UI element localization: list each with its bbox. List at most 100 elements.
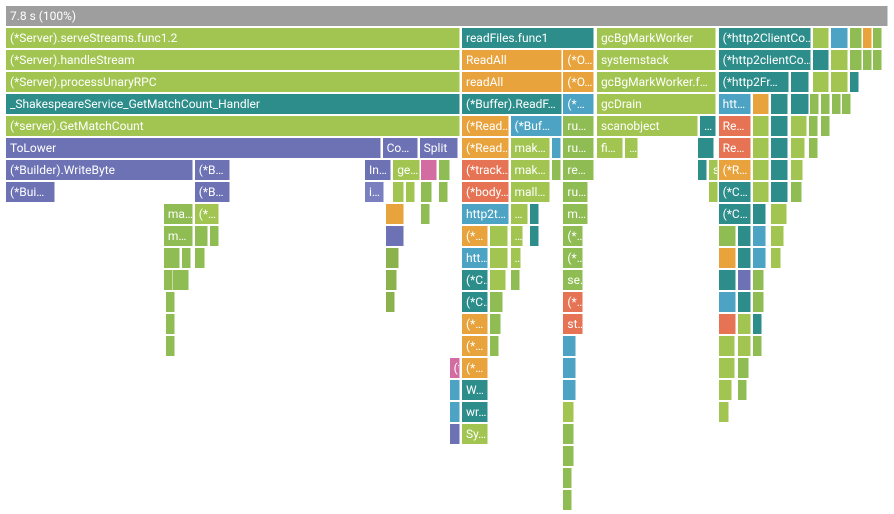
flamegraph-frame[interactable] (552, 160, 561, 180)
flamegraph-frame[interactable] (563, 424, 574, 444)
flamegraph-frame[interactable] (490, 336, 499, 356)
flamegraph-frame[interactable] (195, 248, 206, 268)
flamegraph-frame[interactable] (709, 182, 718, 202)
flamegraph-frame[interactable] (421, 182, 432, 202)
flamegraph-frame[interactable] (753, 94, 769, 114)
flamegraph-frame[interactable] (850, 72, 859, 92)
flamegraph-frame[interactable] (832, 94, 841, 114)
flamegraph-frame[interactable] (450, 402, 461, 422)
flamegraph-frame[interactable] (753, 182, 769, 202)
flamegraph-frame[interactable]: (*… (462, 226, 488, 246)
flamegraph-frame[interactable]: (*Builder).WriteByte (6, 160, 193, 180)
flamegraph-frame[interactable]: (*R… (719, 160, 752, 180)
flamegraph-frame[interactable] (831, 50, 849, 70)
flamegraph-frame[interactable]: (*C… (719, 204, 752, 224)
flamegraph-frame[interactable] (490, 226, 508, 246)
flamegraph-frame[interactable] (850, 28, 862, 48)
flamegraph-frame[interactable] (831, 72, 849, 92)
flamegraph-frame[interactable] (771, 94, 789, 114)
flamegraph-frame[interactable] (771, 138, 789, 158)
flamegraph-frame[interactable] (530, 226, 539, 246)
flamegraph-frame[interactable] (166, 292, 175, 312)
flamegraph-frame[interactable]: ru… (563, 116, 594, 136)
flamegraph-frame[interactable] (753, 248, 766, 268)
flamegraph-frame[interactable]: (*B… (195, 160, 230, 180)
flamegraph-frame[interactable] (738, 292, 751, 312)
flamegraph-frame[interactable] (182, 248, 191, 268)
flamegraph-frame[interactable] (810, 94, 819, 114)
flamegraph-frame[interactable]: Co… (383, 138, 418, 158)
flamegraph-frame[interactable]: (*… (462, 314, 488, 334)
flamegraph-frame[interactable]: mak… (511, 138, 551, 158)
flamegraph-frame[interactable]: s… (709, 160, 718, 180)
flamegraph-frame[interactable] (738, 248, 751, 268)
flamegraph-frame[interactable]: (*… (563, 94, 594, 114)
flamegraph-frame[interactable]: scanobject (597, 116, 698, 136)
flamegraph-frame[interactable]: W… (462, 380, 488, 400)
flamegraph-frame[interactable]: mak… (511, 160, 551, 180)
flamegraph-frame[interactable] (386, 204, 404, 224)
flamegraph-frame[interactable]: Split (420, 138, 459, 158)
flamegraph-frame[interactable] (164, 248, 180, 268)
flamegraph-frame[interactable] (552, 138, 561, 158)
flamegraph-frame[interactable]: ReadAll (462, 50, 562, 70)
flamegraph-frame[interactable] (719, 314, 737, 334)
flamegraph-frame[interactable] (393, 182, 404, 202)
flamegraph-frame[interactable]: mall… (511, 182, 551, 202)
flamegraph-frame[interactable] (166, 314, 175, 334)
flamegraph-frame[interactable]: m… (563, 204, 588, 224)
flamegraph-frame[interactable]: (*Read… (462, 116, 509, 136)
flamegraph-frame[interactable] (753, 292, 764, 312)
flamegraph-frame[interactable] (166, 336, 175, 356)
flamegraph-frame[interactable] (809, 116, 818, 136)
flamegraph-frame[interactable] (791, 72, 809, 92)
flamegraph-frame[interactable] (450, 380, 461, 400)
flamegraph-frame[interactable] (164, 270, 173, 290)
flamegraph-frame[interactable]: _ShakespeareService_GetMatchCount_Handle… (6, 94, 460, 114)
flamegraph-frame[interactable] (421, 160, 437, 180)
flamegraph-frame[interactable] (873, 28, 882, 48)
flamegraph-frame[interactable] (210, 226, 219, 246)
flamegraph-frame[interactable] (771, 182, 789, 202)
flamegraph-frame[interactable] (563, 380, 575, 400)
flamegraph-frame[interactable]: (*Server).processUnaryRPC (6, 72, 460, 92)
flamegraph-frame[interactable]: (*Buf… (511, 116, 562, 136)
flamegraph-frame[interactable]: (*B… (195, 182, 230, 202)
flamegraph-frame[interactable]: ru… (563, 138, 594, 158)
flamegraph-frame[interactable] (842, 94, 851, 114)
flamegraph-frame[interactable]: htt… (719, 94, 752, 114)
flamegraph-frame[interactable] (698, 138, 714, 158)
flamegraph-frame[interactable] (421, 204, 430, 224)
flamegraph-frame[interactable] (719, 248, 737, 268)
flamegraph-frame[interactable] (753, 138, 769, 158)
flamegraph-frame[interactable] (563, 490, 572, 510)
flamegraph-frame[interactable] (195, 226, 208, 246)
flamegraph-frame[interactable]: (*O… (563, 72, 594, 92)
flamegraph-frame[interactable]: … (511, 226, 523, 246)
flamegraph-frame[interactable]: 7.8 s (100%) (6, 6, 888, 26)
flamegraph-frame[interactable] (738, 336, 751, 356)
flamegraph-frame[interactable]: (*http2clientCo… (719, 50, 812, 70)
flamegraph-frame[interactable] (511, 270, 520, 290)
flamegraph-frame[interactable]: (*… (563, 248, 582, 268)
flamegraph-frame[interactable]: (*… (462, 336, 488, 356)
flamegraph-frame[interactable] (719, 380, 732, 400)
flamegraph-frame[interactable]: gcBgMarkWorker (597, 28, 716, 48)
flamegraph-frame[interactable] (719, 336, 735, 356)
flamegraph-frame[interactable] (791, 94, 809, 114)
flamegraph-frame[interactable] (771, 204, 787, 224)
flamegraph-frame[interactable]: … (511, 248, 522, 268)
flamegraph-frame[interactable] (386, 270, 397, 290)
flamegraph-frame[interactable]: (*Read… (462, 138, 509, 158)
flamegraph-frame[interactable] (719, 292, 737, 312)
flamegraph-frame[interactable] (490, 270, 506, 290)
flamegraph-frame[interactable]: … (511, 204, 529, 224)
flamegraph-frame[interactable] (386, 292, 395, 312)
flamegraph-frame[interactable]: se… (563, 270, 582, 290)
flamegraph-frame[interactable] (386, 226, 404, 246)
flamegraph-frame[interactable]: (*Server).serveStreams.func1.2 (6, 28, 460, 48)
flamegraph-frame[interactable]: (*O… (563, 50, 594, 70)
flamegraph-frame[interactable]: (*… (563, 292, 582, 312)
flamegraph-frame[interactable]: http2t… (462, 204, 509, 224)
flamegraph-frame[interactable]: (*body… (462, 182, 509, 202)
